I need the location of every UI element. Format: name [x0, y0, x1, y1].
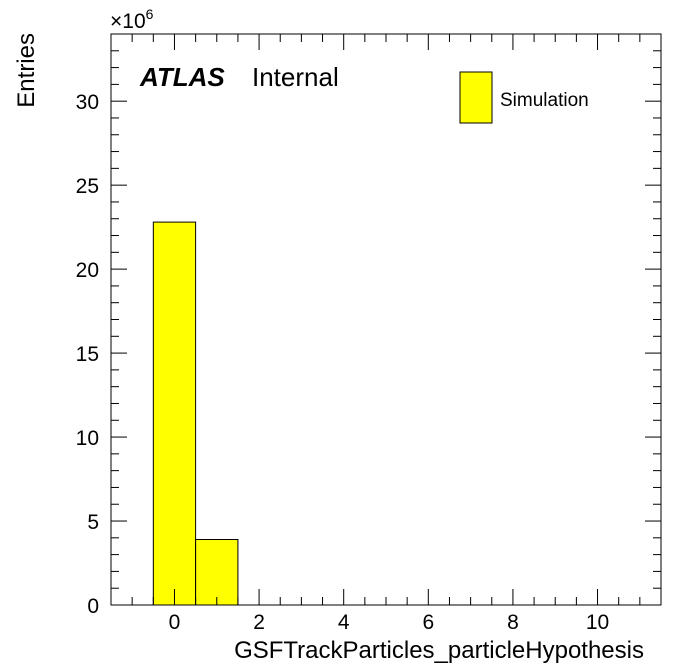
y-axis-title: Entries: [13, 33, 40, 108]
y-tick-label: 10: [76, 427, 99, 450]
histogram-bar: [195, 539, 239, 606]
x-axis-title: GSFTrackParticles_particleHypothesis: [234, 637, 644, 664]
legend-swatch-simulation: [459, 71, 493, 124]
histogram-bars: [152, 221, 239, 606]
x-tick-label: 2: [253, 611, 265, 634]
x-tick-label: 4: [338, 611, 350, 634]
y-tick-label: 30: [76, 91, 99, 114]
x-tick-label: 8: [507, 611, 519, 634]
y-axis-ticks: 0 5 10 15 20 25 30: [76, 33, 661, 618]
legend: Simulation: [459, 71, 589, 124]
y-tick-label: 25: [76, 175, 99, 198]
y-tick-label: 20: [76, 259, 99, 282]
histogram-bar: [152, 221, 197, 606]
legend-label-simulation: Simulation: [500, 90, 589, 111]
y-tick-label: 0: [87, 595, 99, 618]
x-tick-label: 10: [586, 611, 609, 634]
x-tick-label: 6: [422, 611, 434, 634]
y-tick-label: 5: [87, 511, 99, 534]
x-axis-ticks: 0 2 4 6 8 10: [110, 34, 662, 634]
y-axis-multiplier: ×106: [110, 6, 154, 33]
y-tick-label: 15: [76, 343, 99, 366]
status-label: Internal: [252, 62, 339, 92]
x-tick-label: 0: [169, 611, 181, 634]
atlas-label: ATLAS: [139, 62, 225, 92]
